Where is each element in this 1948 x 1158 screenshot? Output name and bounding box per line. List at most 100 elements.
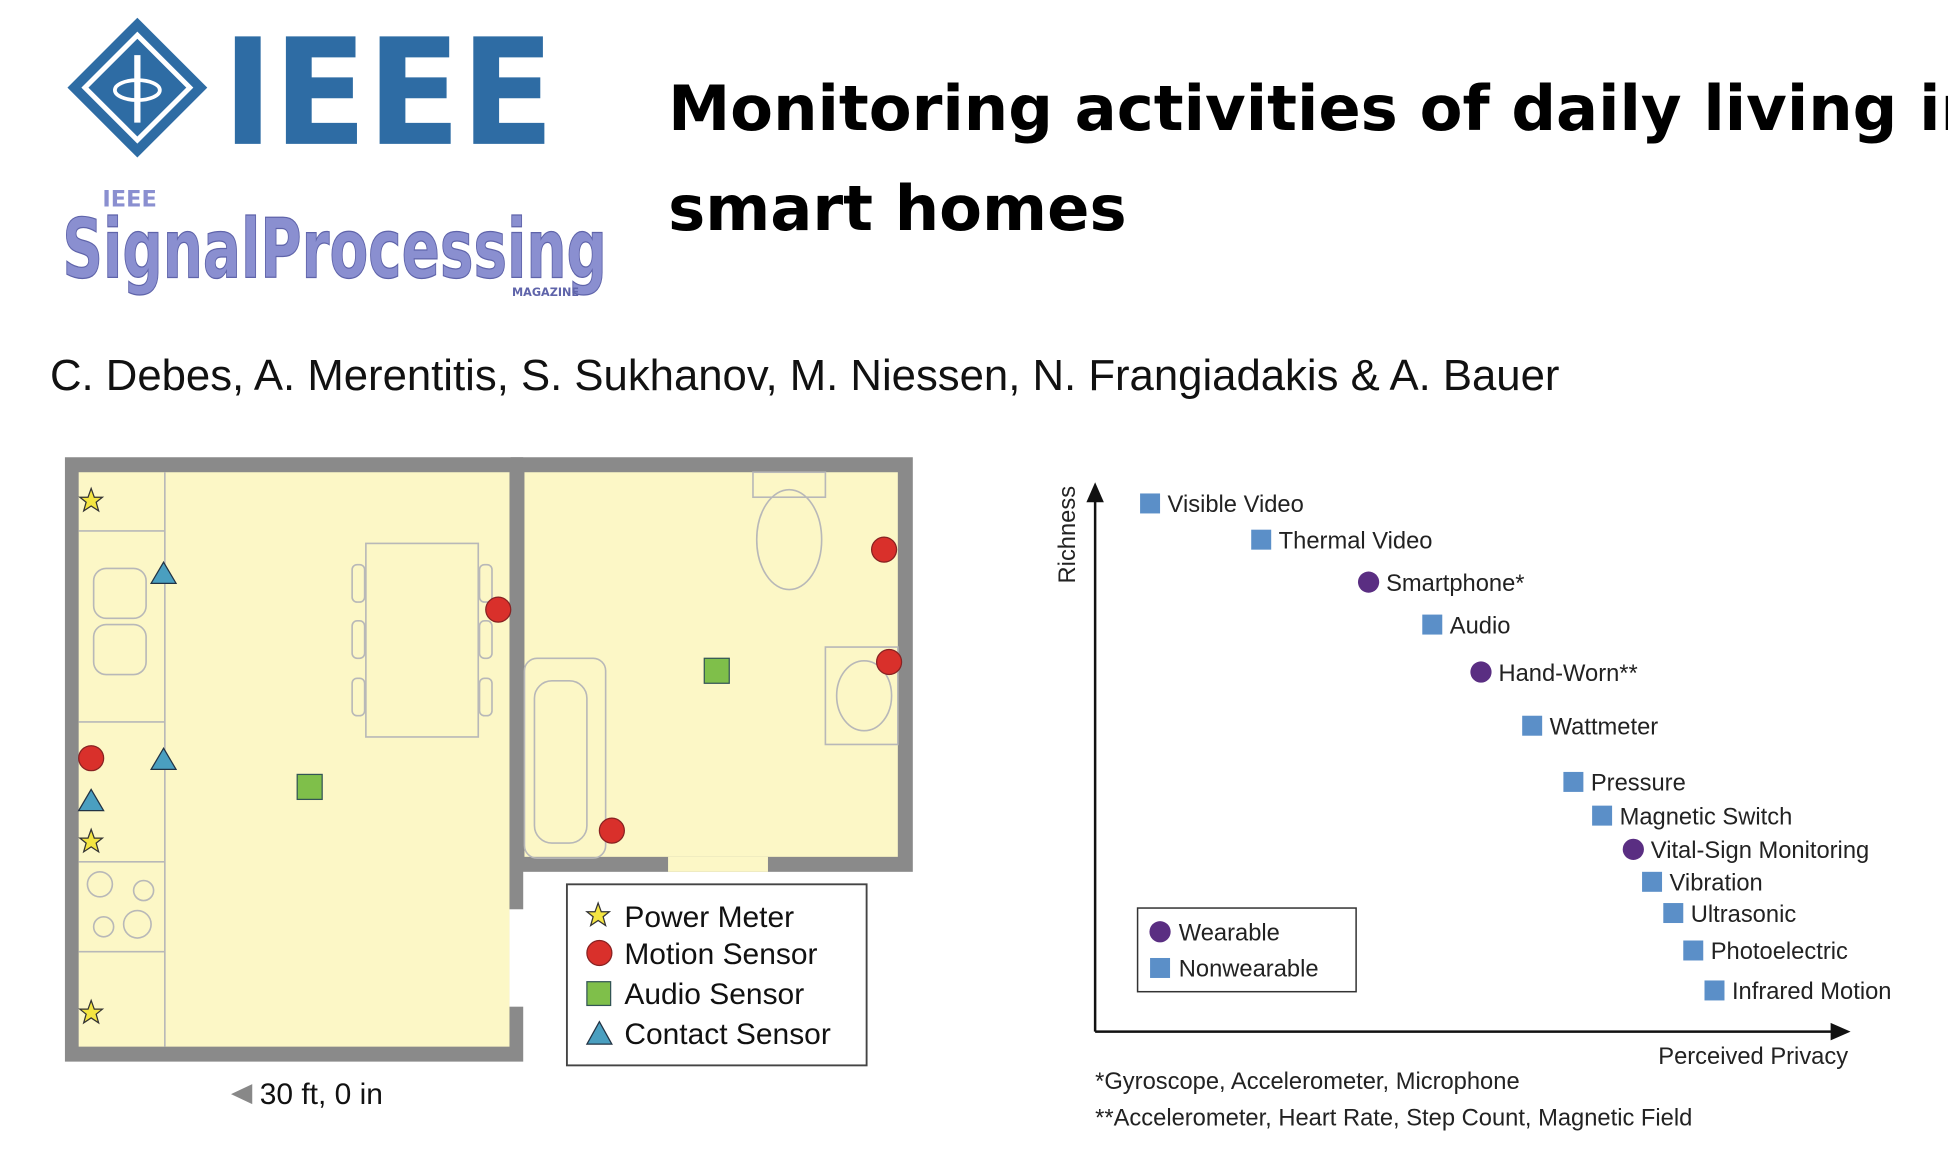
floor-plan-shape [78,745,105,772]
item-label: Infrared Motion [1732,979,1892,1005]
item-label: Audio [1450,613,1511,639]
floor-plan-shape [478,677,493,717]
item-marker [1622,838,1644,860]
floor-plan-shape [533,679,588,844]
axis-arrow [1086,482,1104,503]
floor-plan-shape [351,563,366,603]
legend-label: Contact Sensor [624,1018,830,1051]
floor-plan-shape [150,746,178,771]
floor-plan-shape [92,623,147,676]
footnote: **Accelerometer, Heart Rate, Step Count,… [1095,1105,1692,1131]
floor-plan-shape [351,620,366,660]
logo-orbit [113,78,162,102]
item-label: Vital-Sign Monitoring [1651,838,1869,864]
scale-arrow [231,1084,253,1105]
item-marker [1592,805,1613,826]
item-marker [1251,529,1272,550]
legend-box [565,883,868,1067]
item-marker [1140,493,1161,514]
door-gap [668,856,768,872]
floor-plan-shape [755,488,823,591]
item-marker [1663,903,1684,924]
logo-suffix: MAGAZINE [512,286,579,299]
privacy-chart: Richness Perceived Privacy *Gyroscope, A… [1055,482,1892,1131]
x-axis-label: Perceived Privacy [1658,1044,1848,1070]
floor-plan-shape [86,871,114,898]
floor-plan-shape [132,879,155,902]
floor-plan-shape [586,981,612,1007]
floor-plan-shape [78,998,105,1025]
floor-plan-shape [585,901,612,927]
floor-plan-shape [92,567,147,620]
symbol-group [78,486,105,1025]
logo-brand: IEEE [222,7,554,179]
legend-label: Wearable [1179,921,1280,947]
item-marker [1704,980,1725,1001]
floor-plan-shape [703,657,730,684]
floor-plan-shape [870,536,898,563]
floor-plan: 30 ft, 0 in Power Meter Motion Sensor Au… [64,457,913,1111]
item-label: Ultrasonic [1691,902,1797,928]
floor-plan-shape [78,827,105,854]
legend-box [1136,907,1357,993]
floor-plan-shape [485,596,512,623]
floor-plan-shape [478,563,493,603]
item-label: Vibration [1670,871,1763,897]
floor-plan-shape [523,657,607,859]
item-label: Pressure [1591,771,1686,797]
logo-diamond-inner [81,31,194,144]
floor-plan-shape [835,659,893,732]
legend-label: Audio Sensor [624,978,804,1011]
symbol-group [78,536,903,844]
floor-plan-shape [150,560,178,584]
floor-plan-shape [296,773,323,801]
floor-plan-shape [77,788,105,812]
title: smart homes [668,172,1127,245]
logo-publication: SignalProcessing [62,202,606,297]
item-marker [1563,771,1584,792]
authors: C. Debes, A. Merentitis, S. Sukhanov, M.… [50,351,1560,400]
footnote: *Gyroscope, Accelerometer, Microphone [1095,1069,1520,1095]
item-label: Thermal Video [1279,528,1433,554]
ieee-logo: IEEE IEEE SignalProcessing MAGAZINE [62,7,608,299]
item-marker [1357,571,1380,593]
door-gap [509,909,525,1007]
scale-label: 30 ft, 0 in [260,1078,383,1111]
legend-label: Nonwearable [1179,957,1319,983]
item-marker [1642,871,1663,892]
item-label: Visible Video [1168,492,1304,518]
floor-plan-shape [586,939,613,967]
floor-plan-shape [365,542,480,738]
item-marker [1422,614,1443,635]
item-label: Photoelectric [1711,939,1848,965]
floor-plan-shape [78,486,105,513]
floor-plan-shape [824,646,899,746]
symbol-group [77,560,178,812]
item-label: Magnetic Switch [1620,804,1793,830]
item-label: Wattmeter [1550,714,1659,740]
floor-plan-shape [598,817,625,844]
floor-plan-shape [351,677,366,717]
floor-plan-shape [585,1020,613,1045]
floor-plan-shape [122,909,152,939]
floor-plan-shape [875,648,903,676]
title: Monitoring activities of daily living in [668,72,1948,145]
floor-plan-shape [92,915,115,938]
item-marker [1522,715,1543,736]
floor-plan-shape [752,471,827,499]
floor-plan-shape [478,620,493,660]
symbol-group [296,657,730,801]
floor [78,472,510,1047]
logo-prefix: IEEE [102,186,156,212]
legend-marker [1150,957,1171,978]
item-marker [1683,940,1704,961]
legend-label: Motion Sensor [624,938,817,971]
item-marker [1470,661,1492,683]
item-label: Hand-Worn** [1498,661,1637,687]
legend-marker [1149,921,1171,943]
legend-label: Power Meter [624,901,794,934]
y-axis-label: Richness [1055,486,1081,584]
axis-arrow [1830,1022,1851,1041]
item-label: Smartphone* [1386,571,1524,597]
